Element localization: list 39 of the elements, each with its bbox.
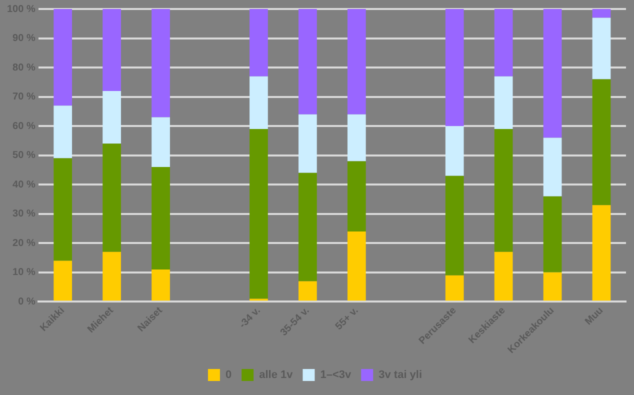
bar — [152, 269, 170, 301]
bar — [543, 196, 562, 272]
bar — [592, 18, 611, 80]
bar — [494, 129, 513, 252]
bar — [445, 126, 464, 176]
bar — [592, 79, 611, 206]
bar — [54, 158, 72, 261]
bar — [54, 9, 72, 106]
bar — [298, 114, 317, 173]
bar — [592, 205, 611, 301]
bar — [152, 117, 170, 168]
bar — [592, 9, 611, 18]
bar — [445, 275, 464, 301]
bar — [347, 161, 366, 232]
bar — [250, 76, 268, 129]
bar — [298, 281, 317, 301]
bar — [54, 260, 72, 301]
bar — [102, 252, 121, 301]
bar — [445, 176, 464, 276]
bar — [298, 9, 317, 114]
bar — [54, 106, 72, 158]
bar — [298, 172, 317, 282]
bar — [347, 231, 366, 301]
bar — [347, 9, 366, 114]
bar — [543, 138, 562, 196]
bar — [250, 129, 268, 299]
bar — [494, 9, 513, 76]
bar — [347, 114, 366, 162]
bar — [102, 90, 121, 144]
bar — [445, 9, 464, 126]
bar — [102, 9, 121, 91]
bar — [494, 252, 513, 301]
bar — [152, 167, 170, 270]
bar — [250, 9, 268, 76]
bar — [102, 144, 121, 252]
bar — [152, 9, 170, 118]
bar — [494, 76, 513, 129]
bar — [543, 9, 562, 138]
bar — [543, 272, 562, 301]
